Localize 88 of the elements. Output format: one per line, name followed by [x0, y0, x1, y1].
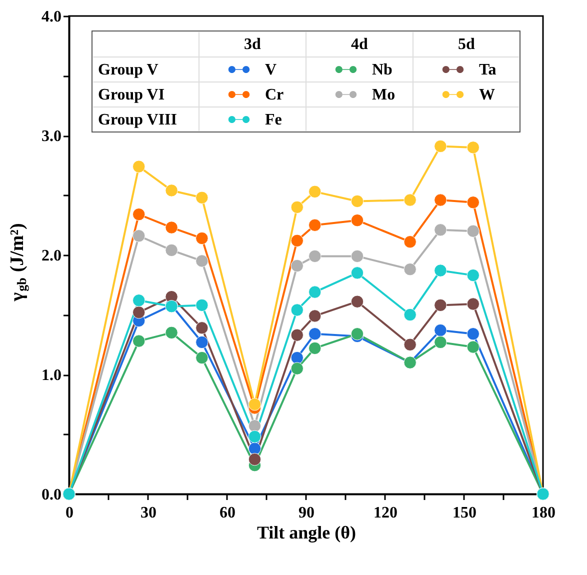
point — [308, 218, 322, 232]
point — [248, 452, 262, 466]
point — [165, 326, 178, 340]
point — [196, 336, 208, 349]
point — [308, 185, 322, 198]
point — [290, 200, 304, 214]
point — [350, 295, 364, 308]
point — [466, 340, 480, 354]
legend-table: Mo — [372, 86, 396, 104]
point — [196, 254, 208, 268]
point — [466, 268, 480, 282]
point — [466, 196, 480, 209]
point — [350, 194, 364, 208]
point — [132, 306, 146, 319]
point — [404, 338, 416, 351]
point — [434, 336, 447, 349]
point — [290, 234, 304, 248]
point — [434, 298, 447, 312]
point — [132, 294, 146, 307]
point — [132, 208, 146, 221]
legend-table: 4d — [351, 36, 368, 53]
point — [434, 324, 447, 337]
point — [196, 232, 208, 245]
point — [308, 250, 322, 263]
point — [350, 214, 364, 227]
point — [350, 250, 364, 263]
point — [404, 235, 416, 248]
x-tick-label: 0 — [66, 504, 74, 522]
point — [434, 140, 447, 153]
point — [132, 160, 146, 173]
point — [196, 322, 208, 334]
point — [434, 264, 447, 277]
x-tick-label: 30 — [140, 504, 156, 522]
point — [308, 286, 322, 298]
point — [132, 334, 146, 348]
point — [132, 230, 146, 242]
point — [196, 191, 208, 204]
x-tick-label: 120 — [374, 504, 398, 522]
point — [466, 328, 480, 340]
point — [434, 224, 447, 236]
point — [350, 266, 364, 280]
point — [196, 298, 208, 312]
point — [248, 420, 262, 432]
legend-table: Group VIII — [98, 112, 177, 128]
legend-table: 5d — [458, 36, 475, 53]
x-tick-label: 150 — [452, 504, 476, 522]
point — [466, 298, 480, 310]
point — [290, 328, 304, 342]
legend-table: 3d — [244, 36, 261, 53]
point — [290, 362, 304, 375]
point — [165, 221, 178, 234]
point — [290, 351, 304, 364]
point — [248, 442, 262, 455]
legend-table: W — [479, 86, 495, 104]
point — [466, 141, 480, 154]
point — [308, 310, 322, 322]
y-axis-title: γgb (J/m²) — [7, 223, 29, 302]
x-tick-label: 60 — [220, 504, 236, 522]
legend-table: Group V — [98, 62, 158, 78]
x-tick-label: 90 — [298, 504, 314, 522]
y-tick-label: 1.0 — [42, 367, 62, 384]
legend-table: Group VI — [98, 86, 165, 104]
point — [404, 194, 416, 206]
point — [466, 224, 480, 238]
legend-table: Nb — [372, 62, 392, 78]
point — [404, 262, 416, 276]
legend-table: Fe — [265, 112, 282, 128]
y-tick-label: 2.0 — [42, 248, 62, 264]
point — [434, 194, 447, 206]
y-tick-label: 0.0 — [42, 486, 62, 504]
point — [308, 328, 322, 340]
point — [404, 308, 416, 322]
y-tick-label: 3.0 — [42, 128, 62, 145]
point — [248, 430, 262, 443]
legend-table: Cr — [265, 86, 284, 104]
legend-table: V — [265, 62, 277, 78]
point — [290, 304, 304, 316]
point — [308, 342, 322, 355]
legend-table: Ta — [479, 62, 496, 78]
point — [196, 351, 208, 364]
x-tick-label: 180 — [532, 504, 556, 522]
x-axis-title: Tilt angle (θ) — [256, 522, 356, 542]
point — [165, 184, 178, 197]
point — [290, 259, 304, 272]
y-tick-label: 4.0 — [42, 8, 62, 26]
point — [165, 244, 178, 257]
point — [350, 328, 364, 340]
point — [248, 398, 262, 411]
